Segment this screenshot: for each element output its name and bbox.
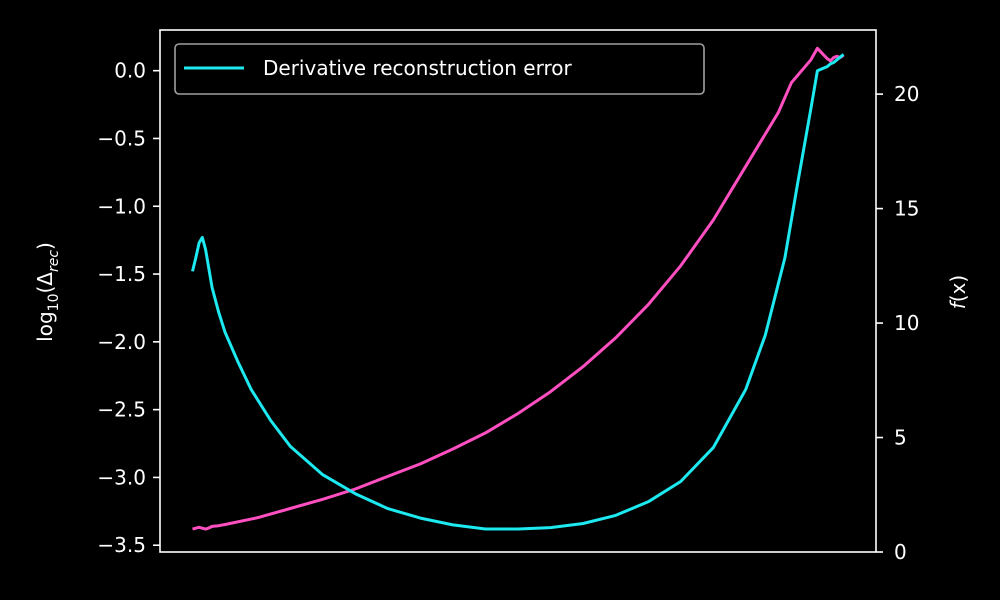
left-tick-label: −2.0 [97,330,146,354]
right-axis-title: f(x) [946,275,970,310]
left-tick-label: −1.0 [97,194,146,218]
left-tick-label: 0.0 [114,59,146,83]
left-axis: 0.0 −0.5 −1.0 −1.5 −2.0 −2.5 −3.0 −3.5 [97,59,160,557]
left-tick-label: −3.5 [97,533,146,557]
plot-frame [159,29,877,553]
left-tick-label: −2.5 [97,398,146,422]
right-tick-label: 15 [894,197,919,221]
right-tick-label: 10 [894,311,919,335]
right-tick-label: 20 [894,82,919,106]
left-tick-label: −3.0 [97,465,146,489]
function-curve [192,46,845,531]
left-axis-title: log10(Δrec) [33,242,62,342]
legend: Derivative reconstruction error [174,43,705,95]
left-tick-label: −0.5 [97,126,146,150]
right-tick-label: 5 [894,426,907,450]
right-axis: 0 5 10 15 20 [876,82,919,564]
legend-box [174,43,705,95]
right-tick-label: 0 [894,540,907,564]
series-layer [191,46,845,531]
left-tick-label: −1.5 [97,262,146,286]
legend-label: Derivative reconstruction error [263,56,572,80]
error-curve [191,53,845,531]
